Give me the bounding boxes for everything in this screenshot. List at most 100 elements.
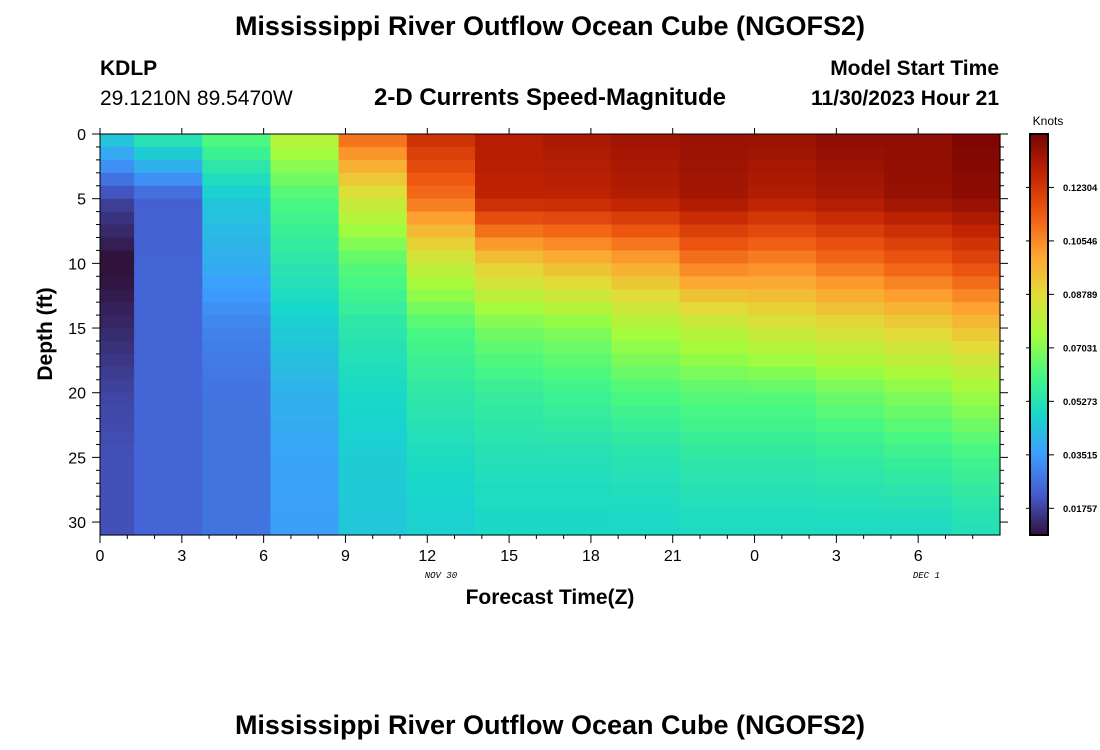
heatmap-cell xyxy=(747,134,817,148)
heatmap-cell xyxy=(611,315,681,329)
heatmap-cell xyxy=(338,237,408,252)
heatmap-cell xyxy=(815,237,885,252)
heatmap-cell xyxy=(475,522,544,536)
heatmap-cell xyxy=(406,250,476,264)
heatmap-cell xyxy=(270,392,340,407)
heatmap-cell xyxy=(406,263,476,277)
heatmap-cell xyxy=(338,159,408,174)
heatmap-cell xyxy=(406,211,476,226)
heatmap-cell xyxy=(202,444,272,458)
heatmap-cell xyxy=(747,211,817,226)
heatmap-cell xyxy=(202,509,272,523)
heatmap-cell xyxy=(475,405,544,420)
heatmap-cell xyxy=(815,418,885,433)
heatmap-cell xyxy=(202,392,272,407)
heatmap-cell xyxy=(815,483,885,497)
heatmap-cell xyxy=(202,134,272,148)
heatmap-cell xyxy=(475,134,544,148)
heatmap-cell xyxy=(679,159,749,174)
heatmap-cell xyxy=(679,366,749,381)
y-tick-label: 5 xyxy=(77,192,86,209)
heatmap-cell xyxy=(611,224,681,239)
heatmap-cell xyxy=(815,146,885,161)
heatmap-cell xyxy=(884,211,953,226)
heatmap-cell xyxy=(815,405,885,420)
heatmap-cell xyxy=(406,289,476,303)
heatmap-cell xyxy=(134,496,203,510)
heatmap-cell xyxy=(100,134,135,148)
x-tick-label: 0 xyxy=(96,548,105,565)
heatmap-cell xyxy=(406,276,476,290)
plot-frame xyxy=(99,133,1001,536)
heatmap-cell xyxy=(611,237,681,252)
heatmap-cell xyxy=(815,289,885,303)
heatmap-cell xyxy=(270,250,340,264)
heatmap-cell xyxy=(747,289,817,303)
heatmap-cell xyxy=(543,470,612,484)
heatmap-cell xyxy=(815,431,885,446)
heatmap-cell xyxy=(679,302,749,316)
heatmap-cell xyxy=(815,470,885,484)
heatmap-cell xyxy=(679,457,749,471)
y-tick-label: 25 xyxy=(68,450,86,467)
heatmap-cell xyxy=(406,522,476,536)
heatmap-cell xyxy=(100,237,135,252)
heatmap-cell xyxy=(543,224,612,239)
heatmap-cell xyxy=(543,457,612,471)
heatmap-cell xyxy=(338,276,408,290)
heatmap-cell xyxy=(884,496,953,510)
x-tick-label: 3 xyxy=(832,548,841,565)
heatmap-cell xyxy=(884,289,953,303)
heatmap-cell xyxy=(543,134,612,148)
heatmap-cell xyxy=(406,418,476,433)
heatmap-cell xyxy=(884,134,953,148)
heatmap-cell xyxy=(815,198,885,213)
heatmap-cell xyxy=(611,457,681,471)
heatmap-cell xyxy=(270,470,340,484)
y-tick-label: 30 xyxy=(68,515,86,532)
heatmap-cell xyxy=(611,431,681,446)
heatmap-cell xyxy=(884,302,953,316)
heatmap-cell xyxy=(475,418,544,433)
heatmap-cell xyxy=(270,185,340,200)
heatmap-cell xyxy=(338,496,408,510)
heatmap-cell xyxy=(338,172,408,187)
heatmap-cell xyxy=(100,392,135,407)
heatmap-cell xyxy=(338,509,408,523)
heatmap-cell xyxy=(611,159,681,174)
heatmap-cell xyxy=(679,509,749,523)
heatmap-cell xyxy=(543,431,612,446)
heatmap-cell xyxy=(475,340,544,355)
heatmap-cell xyxy=(815,522,885,536)
heatmap-cell xyxy=(338,366,408,381)
heatmap-cell xyxy=(475,366,544,381)
heatmap-cell xyxy=(134,250,203,264)
heatmap-cell xyxy=(475,509,544,523)
heatmap-cell xyxy=(884,353,953,368)
heatmap-cell xyxy=(611,250,681,264)
heatmap-cell xyxy=(611,392,681,407)
heatmap-cell xyxy=(884,470,953,484)
heatmap-cell xyxy=(815,340,885,355)
heatmap-cell xyxy=(338,470,408,484)
heatmap-cell xyxy=(884,276,953,290)
chart-title-repeat: Mississippi River Outflow Ocean Cube (NG… xyxy=(235,710,865,740)
heatmap-cell xyxy=(543,366,612,381)
heatmap-cell xyxy=(679,172,749,187)
heatmap-cell xyxy=(270,509,340,523)
heatmap-cell xyxy=(100,302,135,316)
heatmap-cell xyxy=(884,224,953,239)
heatmap-cell xyxy=(134,237,203,252)
heatmap-cell xyxy=(543,302,612,316)
heatmap-cell xyxy=(100,418,135,433)
heatmap-cell xyxy=(338,211,408,226)
heatmap-cell xyxy=(202,470,272,484)
heatmap-cell xyxy=(815,185,885,200)
heatmap-cell xyxy=(679,237,749,252)
heatmap-cell xyxy=(475,185,544,200)
heatmap-cell xyxy=(679,405,749,420)
heatmap-cell xyxy=(747,405,817,420)
heatmap-cell xyxy=(202,289,272,303)
heatmap-cell xyxy=(543,444,612,458)
